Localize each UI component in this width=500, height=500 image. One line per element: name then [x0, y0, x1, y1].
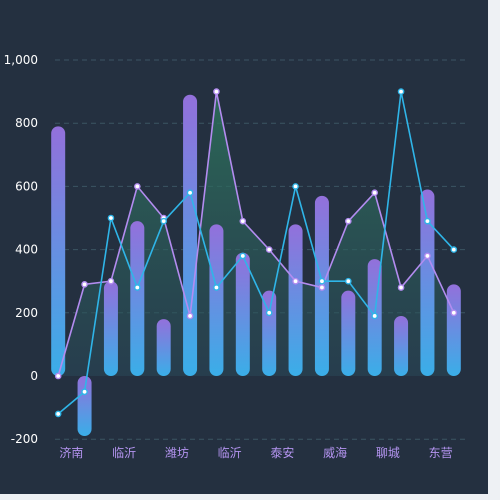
purple-series-point — [134, 183, 141, 190]
cyan-series-point — [424, 217, 431, 225]
cyan-series-point — [134, 284, 141, 291]
x-tick-label: 潍坊 — [165, 445, 189, 460]
purple-series-point — [424, 252, 431, 260]
y-tick-label: -200 — [11, 432, 38, 446]
bar — [341, 290, 356, 376]
page-edge-bottom — [0, 494, 500, 500]
bar — [77, 376, 92, 437]
bar — [288, 224, 303, 376]
y-tick-label: 800 — [15, 116, 38, 130]
purple-series-point — [397, 284, 405, 291]
purple-series-point — [186, 312, 194, 320]
cyan-series-point — [107, 214, 115, 222]
bar — [262, 290, 277, 376]
cyan-series-point — [186, 189, 194, 197]
x-tick-label: 威海 — [323, 445, 347, 460]
bar — [420, 189, 435, 376]
cyan-series-point — [81, 388, 88, 396]
cyan-series-point — [292, 183, 299, 190]
purple-series-point — [450, 309, 458, 317]
bar — [235, 252, 250, 376]
y-tick-label: 1,000 — [4, 53, 38, 67]
purple-series-point — [239, 217, 247, 225]
bar — [183, 94, 198, 376]
bar — [51, 126, 66, 376]
cyan-series-point — [450, 246, 458, 253]
x-tick-label: 东营 — [429, 446, 453, 460]
y-tick-label: 400 — [15, 243, 38, 257]
cyan-series-point — [213, 284, 220, 291]
cyan-series-point — [371, 312, 378, 320]
y-tick-label: 0 — [30, 369, 38, 383]
bar — [209, 224, 224, 376]
cyan-series-point — [160, 217, 167, 225]
bar — [446, 284, 461, 376]
purple-series-point — [318, 284, 326, 291]
purple-series-point — [292, 277, 299, 285]
y-tick-label: 200 — [15, 306, 38, 320]
line-series — [54, 88, 458, 418]
cyan-series-point — [265, 309, 273, 317]
cyan-series-point — [239, 252, 247, 260]
x-tick-label: 临沂 — [218, 446, 242, 460]
bar — [130, 221, 145, 376]
purple-series-point — [81, 281, 88, 288]
bar — [103, 281, 118, 376]
y-axis: -200 0 200 400 600 800 1,000 — [4, 53, 38, 446]
x-tick-label: 临沂 — [112, 446, 136, 460]
cyan-series-point — [397, 88, 405, 95]
y-tick-label: 600 — [15, 179, 38, 193]
purple-series-point — [107, 277, 115, 285]
purple-series-point — [345, 217, 352, 225]
purple-series-point — [54, 372, 62, 380]
bar — [394, 315, 409, 376]
purple-series-point — [371, 189, 378, 197]
bar — [156, 319, 171, 376]
x-tick-label: 泰安 — [270, 445, 294, 460]
cyan-series-point — [318, 277, 326, 285]
x-tick-label: 济南 — [59, 445, 83, 460]
purple-series-line — [57, 91, 455, 377]
cyan-series-point — [54, 410, 62, 418]
cyan-series-line — [57, 91, 455, 415]
x-axis: 济南 临沂 潍坊 临沂 泰安 威海 聊城 东营 — [59, 445, 452, 460]
purple-series-point — [265, 246, 273, 253]
cyan-series-point — [345, 277, 352, 285]
purple-series-point — [213, 88, 220, 95]
x-tick-label: 聊城 — [376, 446, 400, 460]
page-edge — [488, 0, 500, 500]
